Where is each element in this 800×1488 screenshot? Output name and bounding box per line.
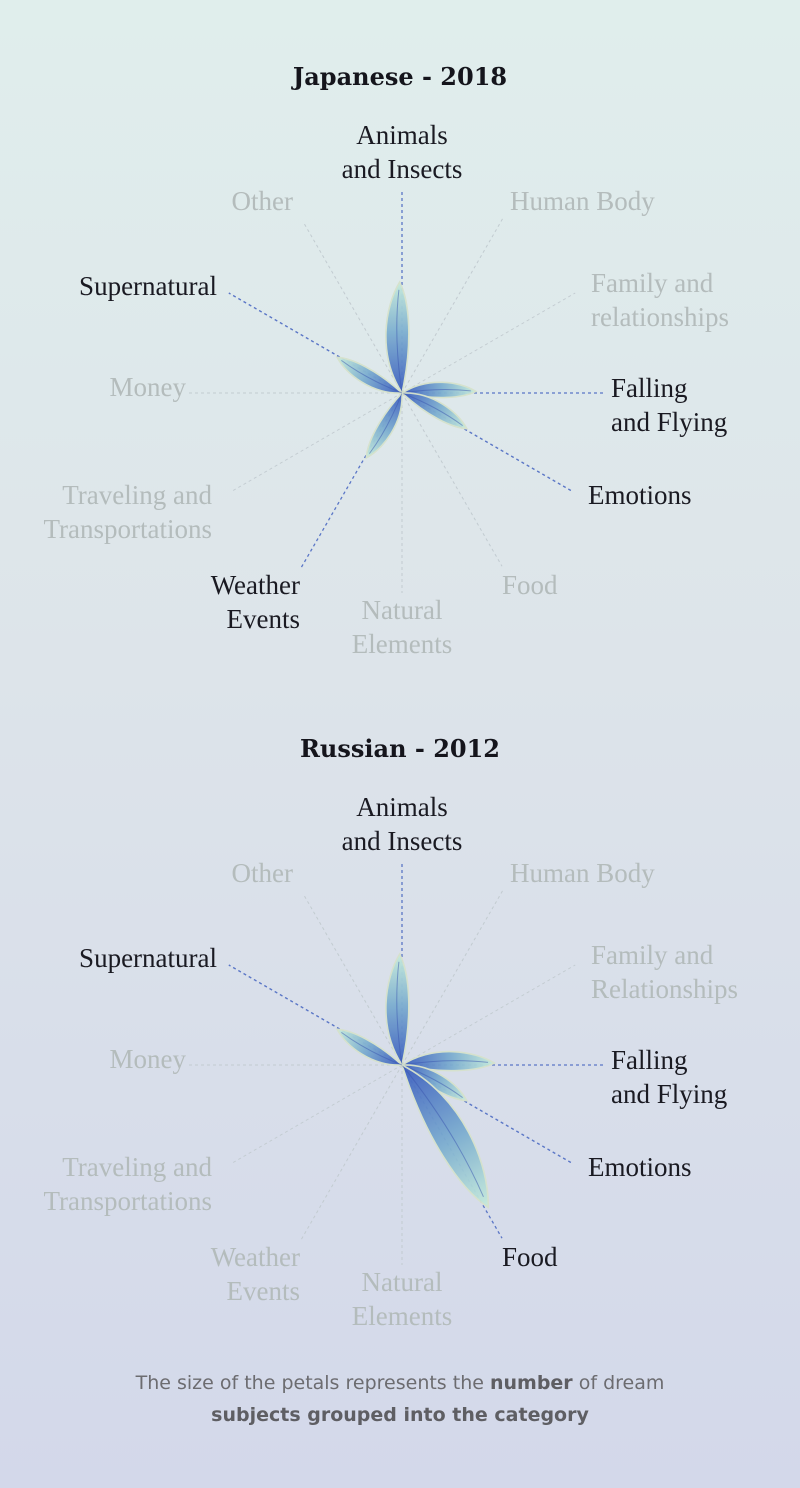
- category-label: Weather Events: [210, 1242, 300, 1306]
- petal: [385, 952, 410, 1068]
- category-label: Falling and Flying: [611, 373, 728, 437]
- spoke-line: [401, 292, 576, 394]
- category-label: Traveling and Transportations: [43, 480, 212, 544]
- spoke-line: [401, 964, 576, 1066]
- category-label: Natural Elements: [351, 595, 453, 659]
- petal-vein: [341, 359, 403, 394]
- category-label: Human Body: [510, 186, 655, 216]
- petal-vein: [368, 392, 403, 454]
- petal-vein: [401, 389, 471, 394]
- category-label: Natural Elements: [351, 1267, 453, 1331]
- spoke-line: [230, 392, 403, 493]
- petal: [365, 391, 403, 460]
- chart-russian: Russian - 2012 Animals and Insects Human …: [0, 722, 800, 1331]
- category-label: Traveling and Transportations: [43, 1152, 212, 1216]
- category-label: Food: [502, 1242, 558, 1272]
- category-label: Falling and Flying: [611, 1045, 728, 1109]
- spoke-line: [401, 889, 504, 1066]
- petal-vein: [396, 961, 403, 1066]
- category-label: Supernatural: [79, 271, 217, 301]
- petal: [400, 1063, 490, 1209]
- petal-vein: [401, 1060, 489, 1066]
- category-label: Other: [231, 858, 293, 888]
- category-label: Weather Events: [210, 570, 300, 634]
- chart-title: Japanese - 2018: [292, 62, 508, 91]
- category-label: Animals and Insects: [341, 120, 463, 184]
- petal: [335, 1028, 404, 1066]
- spoke-line: [401, 217, 504, 394]
- chart-title: Russian - 2012: [299, 734, 500, 763]
- spoke-line: [302, 221, 403, 394]
- petal-vein: [341, 1031, 403, 1066]
- category-label: Emotions: [588, 480, 692, 510]
- chart-svg: [187, 191, 604, 593]
- petal: [385, 280, 410, 396]
- spoke-line: [300, 1064, 403, 1241]
- category-label: Money: [109, 372, 187, 402]
- petal-vein: [401, 392, 463, 427]
- category-label: Money: [109, 1044, 187, 1074]
- caption-bold: number: [489, 1372, 573, 1394]
- category-label: Food: [502, 570, 558, 600]
- category-label: Human Body: [510, 858, 655, 888]
- caption-text: of dream: [572, 1372, 665, 1394]
- petal-vein: [401, 1064, 484, 1197]
- caption-bold: subjects grouped into the category: [211, 1404, 589, 1426]
- petal: [400, 392, 469, 430]
- chart-japanese: Japanese - 2018 Animals and Insects Human…: [0, 50, 800, 659]
- chart-svg: [187, 863, 604, 1265]
- category-label: Family and relationships: [591, 268, 729, 332]
- spoke-line: [230, 1064, 403, 1165]
- caption: The size of the petals represents the nu…: [0, 1367, 800, 1431]
- spoke-line: [300, 392, 403, 569]
- category-label: Emotions: [588, 1152, 692, 1182]
- petal: [335, 356, 404, 394]
- category-label: Animals and Insects: [341, 792, 463, 856]
- caption-text: The size of the petals represents the: [135, 1372, 490, 1394]
- category-label: Supernatural: [79, 943, 217, 973]
- category-label: Family and Relationships: [591, 940, 738, 1004]
- category-label: Other: [231, 186, 293, 216]
- petal-vein: [396, 289, 403, 394]
